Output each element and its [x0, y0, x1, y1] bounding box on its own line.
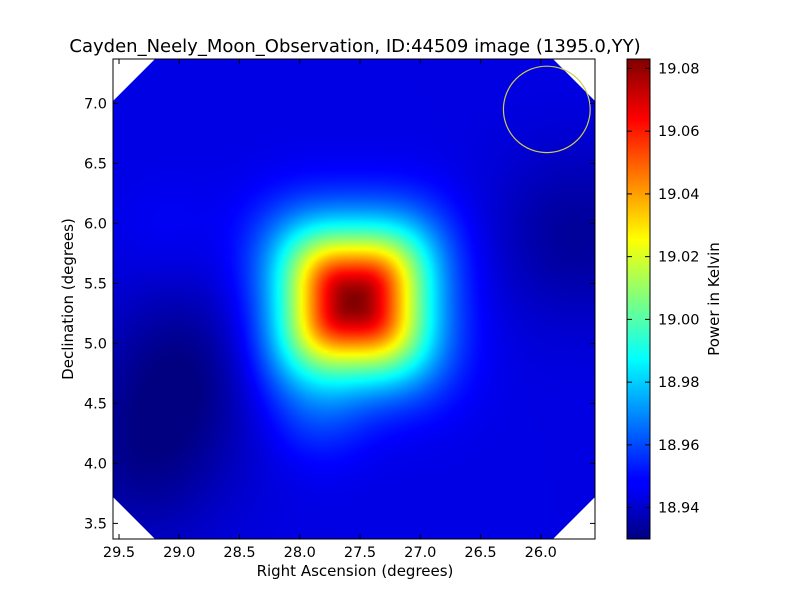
- x-tick-label: 26.0: [525, 545, 557, 561]
- edge-mask: [113, 497, 155, 539]
- colorbar-label: Power in Kelvin: [705, 242, 723, 356]
- y-tick-label: 4.0: [84, 456, 107, 472]
- heatmap-area: [112, 58, 596, 540]
- heatmap-image: [113, 59, 595, 539]
- colorbar-tick-label: 19.00: [658, 312, 700, 328]
- colorbar-tick-label: 19.06: [658, 124, 700, 140]
- x-tick-label: 29.5: [103, 545, 135, 561]
- colorbar-ticks: 18.94 18.96 18.98 19.00 19.02 19.04 19.06 19.08: [627, 61, 700, 517]
- x-tick-label: 28.5: [223, 545, 255, 561]
- y-axis-label: Declination (degrees): [59, 218, 77, 380]
- colorbar-tick-label: 18.98: [658, 375, 700, 391]
- colorbar-tick-label: 19.02: [658, 250, 700, 266]
- beam-circle: [502, 65, 591, 154]
- y-tick-label: 5.5: [84, 276, 107, 292]
- y-tick-label: 3.5: [84, 516, 107, 532]
- y-axis-ticks: 3.5 4.0 4.5 5.0 5.5 6.0 6.5 7.0: [84, 96, 595, 532]
- x-tick-label: 28.0: [284, 545, 316, 561]
- edge-masks: [113, 59, 595, 539]
- y-tick-label: 7.0: [84, 96, 107, 112]
- colorbar-tick-label: 18.96: [658, 438, 700, 454]
- x-axis-label: Right Ascension (degrees): [257, 562, 454, 580]
- y-tick-label: 5.0: [84, 336, 107, 352]
- edge-mask: [553, 497, 595, 539]
- y-tick-label: 6.0: [84, 216, 107, 232]
- edge-mask: [113, 59, 155, 101]
- x-tick-label: 29.0: [163, 545, 195, 561]
- plot-frame: [112, 58, 596, 540]
- colorbar: 18.94 18.96 18.98 19.00 19.02 19.04 19.06 19.08…: [626, 58, 723, 540]
- x-tick-label: 27.0: [404, 545, 436, 561]
- y-tick-label: 6.5: [84, 156, 107, 172]
- colorbar-tick-label: 18.94: [658, 501, 700, 517]
- x-tick-label: 26.5: [464, 545, 496, 561]
- colorbar-tick-label: 19.08: [658, 61, 700, 77]
- colorbar-gradient: [626, 58, 651, 540]
- x-axis-ticks: 29.5 29.0 28.5 28.0 27.5 27.0 26.5 26.0: [103, 59, 557, 561]
- chart-title: Cayden_Neely_Moon_Observation, ID:44509 …: [69, 36, 640, 57]
- y-tick-label: 4.5: [84, 396, 107, 412]
- x-tick-label: 27.5: [344, 545, 376, 561]
- colorbar-tick-label: 19.04: [658, 187, 700, 203]
